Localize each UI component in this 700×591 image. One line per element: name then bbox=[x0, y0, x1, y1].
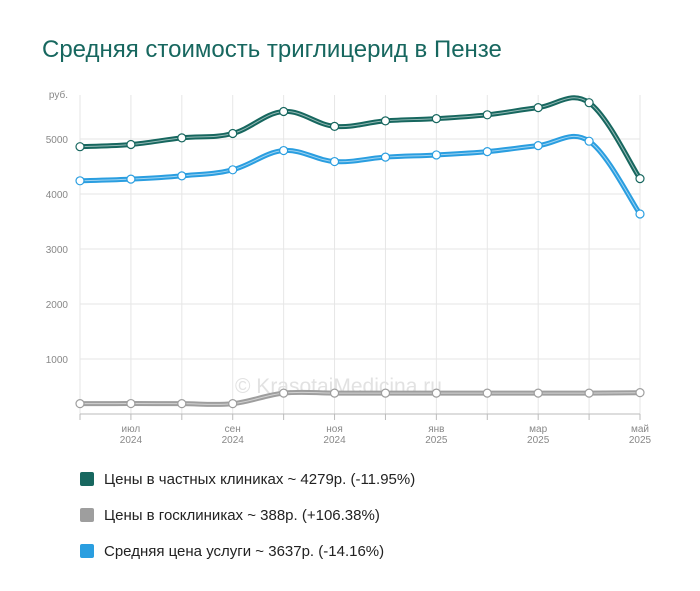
data-point-series-3 bbox=[635, 209, 645, 219]
x-tick-label-year: 2024 bbox=[222, 435, 245, 446]
data-point-series-2 bbox=[482, 388, 492, 398]
series-line-3 bbox=[77, 133, 643, 217]
legend-swatch bbox=[80, 472, 94, 486]
legend-item[interactable]: Цены в госклиниках ~ 388р. (+106.38%) bbox=[80, 497, 415, 533]
x-tick-label-month: янв bbox=[428, 424, 444, 435]
data-point-series-2 bbox=[431, 388, 441, 398]
line-chart: © KrasotaiMedicina.ru 100020003000400050… bbox=[46, 89, 652, 446]
data-point-series-3 bbox=[584, 136, 594, 146]
data-point-series-2 bbox=[177, 399, 187, 409]
data-point-series-3 bbox=[482, 147, 492, 157]
data-point-series-1 bbox=[177, 133, 187, 143]
y-axis-unit-label: руб. bbox=[49, 89, 68, 101]
data-point-series-1 bbox=[533, 103, 543, 113]
y-tick-label: 2000 bbox=[46, 300, 69, 311]
x-tick-label-month: сен bbox=[225, 424, 241, 435]
data-point-series-2 bbox=[635, 388, 645, 398]
data-point-series-2 bbox=[380, 388, 391, 398]
data-point-series-1 bbox=[380, 116, 391, 126]
y-tick-label: 1000 bbox=[46, 355, 69, 366]
legend-item[interactable]: Средняя цена услуги ~ 3637р. (-14.16%) bbox=[80, 533, 415, 569]
x-tick-label-year: 2024 bbox=[323, 435, 346, 446]
data-point-series-2 bbox=[329, 388, 340, 398]
data-point-series-1 bbox=[431, 114, 441, 124]
data-point-series-3 bbox=[75, 176, 85, 186]
data-point-series-1 bbox=[482, 110, 492, 120]
data-point-series-2 bbox=[279, 388, 289, 398]
data-point-series-1 bbox=[279, 106, 289, 117]
x-tick-label-month: май bbox=[631, 424, 649, 435]
axes: 10002000300040005000руб.июл2024сен2024но… bbox=[46, 89, 652, 446]
y-tick-label: 5000 bbox=[46, 135, 69, 146]
x-tick-label-month: мар bbox=[529, 424, 547, 435]
x-tick-label-year: 2024 bbox=[120, 435, 143, 446]
legend: Цены в частных клиниках ~ 4279р. (-11.95… bbox=[80, 461, 415, 569]
data-point-series-3 bbox=[279, 145, 289, 156]
data-point-series-1 bbox=[584, 98, 594, 108]
series-line-2 bbox=[77, 389, 643, 408]
data-point-series-3 bbox=[431, 150, 441, 160]
x-tick-label-year: 2025 bbox=[527, 435, 550, 446]
y-tick-label: 3000 bbox=[46, 245, 69, 256]
data-point-series-2 bbox=[75, 399, 85, 409]
data-point-series-1 bbox=[329, 121, 340, 131]
chart-title: Средняя стоимость триглицерид в Пензе bbox=[42, 36, 502, 63]
data-point-series-1 bbox=[75, 142, 85, 152]
data-point-series-2 bbox=[126, 398, 136, 409]
data-point-series-3 bbox=[329, 156, 340, 167]
legend-swatch bbox=[80, 544, 94, 558]
data-point-series-3 bbox=[126, 174, 136, 184]
x-tick-label-month: июл bbox=[122, 424, 141, 435]
data-points bbox=[75, 98, 645, 409]
y-tick-label: 4000 bbox=[46, 190, 69, 201]
data-point-series-3 bbox=[228, 165, 238, 175]
x-tick-label-year: 2025 bbox=[629, 435, 652, 446]
legend-label: Цены в частных клиниках ~ 4279р. (-11.95… bbox=[104, 470, 416, 488]
data-point-series-1 bbox=[228, 128, 238, 139]
data-point-series-3 bbox=[533, 141, 543, 151]
legend-swatch bbox=[80, 508, 94, 522]
series-lines bbox=[77, 95, 643, 408]
data-point-series-1 bbox=[635, 174, 645, 184]
x-tick-label-year: 2025 bbox=[425, 435, 448, 446]
data-point-series-1 bbox=[126, 139, 136, 150]
data-point-series-3 bbox=[177, 171, 187, 181]
data-point-series-2 bbox=[228, 399, 238, 409]
data-point-series-3 bbox=[380, 152, 391, 162]
data-point-series-2 bbox=[533, 388, 543, 398]
legend-item[interactable]: Цены в частных клиниках ~ 4279р. (-11.95… bbox=[80, 461, 415, 497]
legend-label: Цены в госклиниках ~ 388р. (+106.38%) bbox=[104, 506, 380, 524]
legend-label: Средняя цена услуги ~ 3637р. (-14.16%) bbox=[104, 542, 385, 560]
x-tick-label-month: ноя bbox=[326, 424, 343, 435]
data-point-series-2 bbox=[584, 388, 594, 398]
